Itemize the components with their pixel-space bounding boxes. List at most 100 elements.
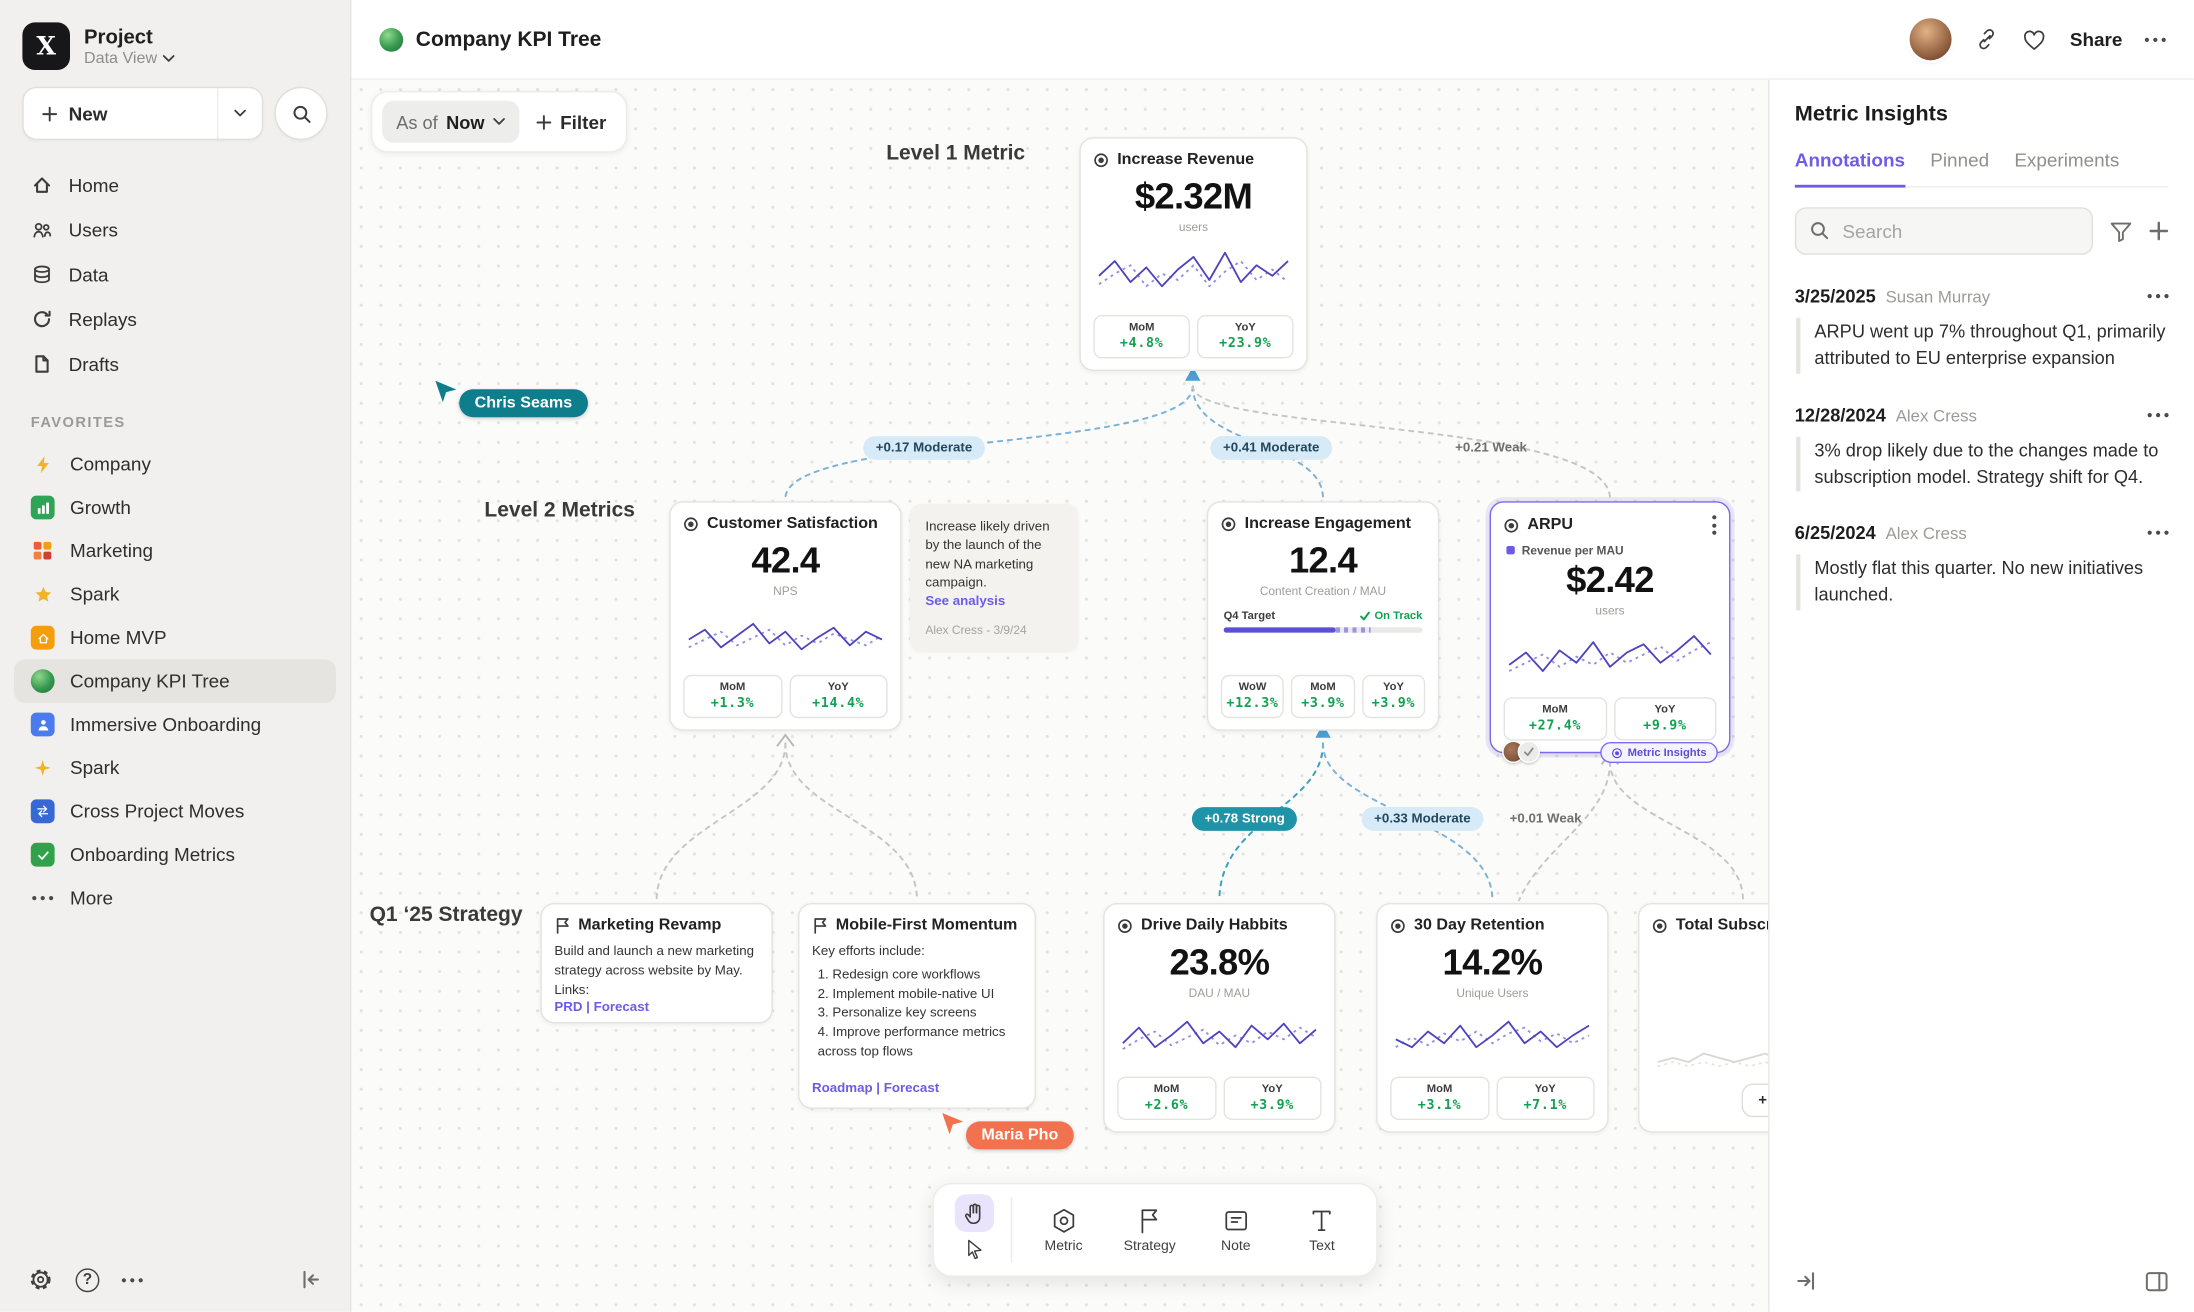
card-title: Total Subscript xyxy=(1675,917,1768,934)
sidebar-item-label: Replays xyxy=(68,308,137,330)
strategy-card-marketing-revamp[interactable]: Marketing Revamp Build and launch a new … xyxy=(540,903,773,1024)
annotation-search[interactable] xyxy=(1794,207,2093,255)
favorites-heading: FAVORITES xyxy=(30,414,126,432)
collapse-sidebar-button[interactable] xyxy=(300,1268,322,1290)
filter-label: Filter xyxy=(560,111,607,133)
strategy-links[interactable]: Roadmap | Forecast xyxy=(812,1080,940,1097)
tab-experiments[interactable]: Experiments xyxy=(2014,149,2120,171)
strategy-intro: Key efforts include: xyxy=(812,943,925,959)
sidebar-more-button[interactable] xyxy=(121,1277,143,1282)
sidebar-item-marketing[interactable]: Marketing xyxy=(14,529,336,572)
note-tool-button[interactable]: Note xyxy=(1193,1191,1279,1268)
header-more-button[interactable] xyxy=(2144,37,2166,42)
metric-target-icon xyxy=(1652,918,1667,933)
metric-card-increase-revenue[interactable]: Increase Revenue $2.32M users MoM +4.8% … xyxy=(1079,137,1308,371)
see-analysis-link[interactable]: See analysis xyxy=(925,593,1006,610)
metric-card-drive-daily-habits[interactable]: Drive Daily Habbits 23.8% DAU / MAU MoM … xyxy=(1103,903,1336,1133)
stat-wow: WoW +12.3% xyxy=(1220,674,1285,719)
filter-button[interactable]: Filter xyxy=(536,111,606,132)
search-input[interactable] xyxy=(1794,207,2093,255)
tab-pinned[interactable]: Pinned xyxy=(1930,149,1990,171)
as-of-selector[interactable]: As of Now xyxy=(382,100,520,143)
note-card[interactable]: Increase likely driven by the launch of … xyxy=(910,504,1078,652)
favorite-button[interactable] xyxy=(2022,27,2047,51)
legend-swatch xyxy=(1506,546,1515,555)
connect-button[interactable]: + Connect xyxy=(1741,1083,1769,1118)
stat-mom: MoM +3.1% xyxy=(1390,1076,1489,1120)
board-icon xyxy=(379,27,404,52)
annotation-menu-button[interactable] xyxy=(2147,412,2169,417)
copy-link-button[interactable] xyxy=(1975,27,2000,52)
new-dropdown-button[interactable] xyxy=(217,88,262,139)
metric-value: 23.8% xyxy=(1169,940,1270,983)
sidebar-item-onboarding-metrics[interactable]: Onboarding Metrics xyxy=(14,833,336,876)
sidebar-item-spark[interactable]: Spark xyxy=(14,573,336,616)
card-menu-button[interactable] xyxy=(1712,515,1717,535)
sidebar-item-company[interactable]: Company xyxy=(14,442,336,485)
metric-tool-button[interactable]: Metric xyxy=(1021,1191,1107,1268)
replay-icon xyxy=(33,310,51,328)
sidebar-item-spark-2[interactable]: Spark xyxy=(14,746,336,789)
layout-toggle-button[interactable] xyxy=(2145,1271,2169,1292)
card-title: 30 Day Retention xyxy=(1414,917,1545,934)
sidebar-item-more[interactable]: More xyxy=(14,876,336,919)
metric-card-30-day-retention[interactable]: 30 Day Retention 14.2% Unique Users MoM … xyxy=(1376,903,1609,1133)
strategy-tool-button[interactable]: Strategy xyxy=(1107,1191,1193,1268)
card-title: Customer Satisfaction xyxy=(707,515,878,532)
sidebar-item-home[interactable]: Home xyxy=(14,162,336,207)
chart-bars-icon xyxy=(30,495,55,520)
metric-card-total-subscriptions[interactable]: Total Subscript + Connect xyxy=(1638,903,1769,1133)
help-button[interactable]: ? xyxy=(75,1267,100,1292)
project-switcher[interactable]: X Project Data View xyxy=(0,20,350,87)
sparkline-placeholder xyxy=(1655,981,1769,1115)
panel-title: Metric Insights xyxy=(1794,102,1948,126)
collapse-left-icon xyxy=(303,1270,319,1289)
text-tool-button[interactable]: Text xyxy=(1279,1191,1365,1268)
annotation-menu-button[interactable] xyxy=(2147,531,2169,536)
sidebar-item-drafts[interactable]: Drafts xyxy=(14,342,336,387)
strategy-list-item: 2. Implement mobile-native UI xyxy=(817,986,995,1002)
add-annotation-button[interactable] xyxy=(2149,221,2169,241)
project-logo: X xyxy=(22,22,70,70)
annotation-date: 12/28/2024 xyxy=(1794,404,1886,426)
level2-label: Level 2 Metrics xyxy=(484,498,635,523)
metric-card-increase-engagement[interactable]: Increase Engagement 12.4 Content Creatio… xyxy=(1206,501,1440,731)
sidebar-item-home-mvp[interactable]: Home MVP xyxy=(14,616,336,659)
metric-target-icon xyxy=(1118,918,1132,933)
gear-icon xyxy=(30,1269,51,1290)
project-view[interactable]: Data View xyxy=(84,50,175,67)
sidebar-item-cross-project-moves[interactable]: Cross Project Moves xyxy=(14,790,336,833)
sidebar-item-company-kpi-tree[interactable]: Company KPI Tree xyxy=(14,659,336,703)
avatar xyxy=(1517,740,1540,763)
page-title: Company KPI Tree xyxy=(415,27,602,52)
collapse-panel-button[interactable] xyxy=(1795,1270,1817,1292)
user-avatar[interactable] xyxy=(1910,18,1953,61)
share-button[interactable]: Share xyxy=(2069,28,2123,50)
metric-target-icon xyxy=(684,516,698,531)
sidebar-item-users[interactable]: Users xyxy=(14,207,336,252)
hand-tool-button[interactable] xyxy=(954,1194,994,1233)
sidebar-item-label: Cross Project Moves xyxy=(70,800,245,822)
annotation-item: 12/28/2024 Alex Cress 3% drop likely due… xyxy=(1795,404,2169,492)
home-icon xyxy=(33,177,51,193)
sidebar-item-immersive-onboarding[interactable]: Immersive Onboarding xyxy=(14,703,336,746)
sidebar-item-replays[interactable]: Replays xyxy=(14,297,336,342)
metric-card-arpu[interactable]: ARPU Revenue per MAU $2.42 users MoM +27… xyxy=(1489,501,1731,763)
sidebar-item-growth[interactable]: Growth xyxy=(14,486,336,529)
select-tool-button[interactable] xyxy=(954,1233,993,1266)
strategy-links[interactable]: PRD | Forecast xyxy=(554,1000,650,1016)
sidebar-item-data[interactable]: Data xyxy=(14,252,336,297)
canvas-tool-palette: Metric Strategy Note Text xyxy=(932,1183,1378,1277)
annotation-date: 6/25/2024 xyxy=(1794,522,1876,544)
sidebar-item-label: More xyxy=(70,887,114,909)
new-button[interactable]: New xyxy=(22,86,264,140)
settings-button[interactable] xyxy=(28,1267,53,1292)
filter-annotations-button[interactable] xyxy=(2110,221,2132,242)
strategy-card-mobile-first-momentum[interactable]: Mobile-First Momentum Key efforts includ… xyxy=(798,903,1036,1109)
metric-insights-badge[interactable]: Metric Insights xyxy=(1599,742,1718,763)
annotation-menu-button[interactable] xyxy=(2147,294,2169,299)
tab-annotations[interactable]: Annotations xyxy=(1794,150,1906,188)
kpi-tree-canvas[interactable]: As of Now Filter Level 1 Metric Level 2 … xyxy=(351,79,1769,1312)
sidebar-search-button[interactable] xyxy=(274,86,328,140)
metric-card-customer-satisfaction[interactable]: Customer Satisfaction 42.4 NPS MoM +1.3%… xyxy=(669,501,902,731)
